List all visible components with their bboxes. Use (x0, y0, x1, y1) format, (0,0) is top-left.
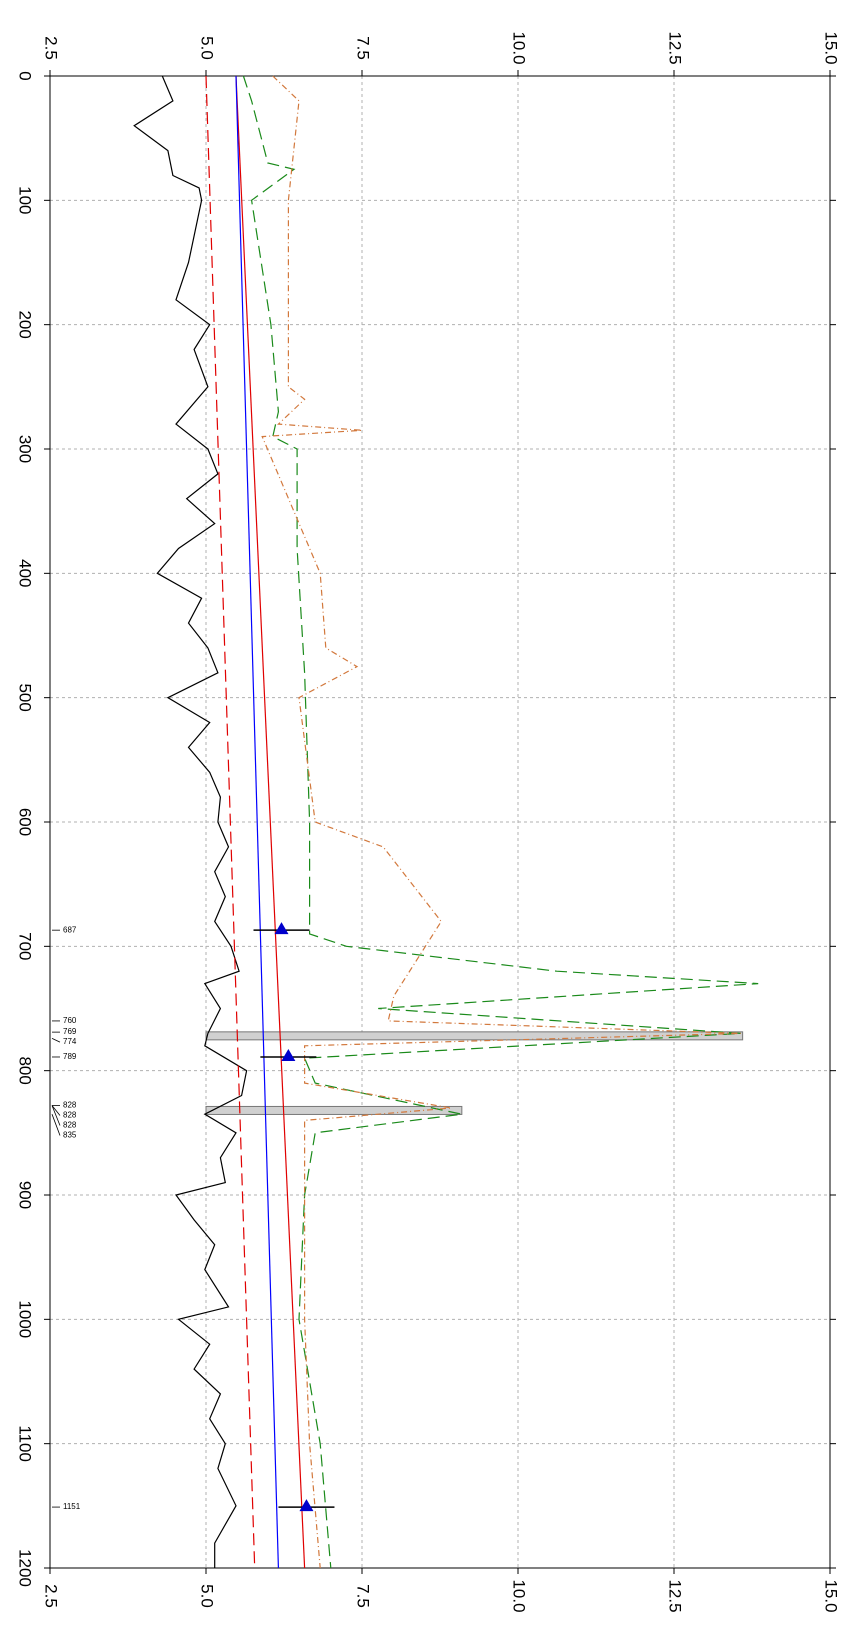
depth-tick-label: 900 (16, 1181, 35, 1209)
series-line (261, 75, 741, 1569)
depth-tick-label: 400 (16, 559, 35, 587)
depth-tick-label: 1000 (16, 1300, 35, 1338)
series-line (205, 75, 256, 1569)
series-line (242, 75, 759, 1569)
depth-tick-label: 800 (16, 1056, 35, 1084)
event-label: 760 (63, 1016, 77, 1025)
plot-frame (49, 75, 831, 1569)
event-label: 1151 (63, 1502, 81, 1511)
value-tick-label: 5.0 (198, 36, 217, 60)
depth-tick-label: 600 (16, 808, 35, 836)
value-tick-label: 2.5 (42, 36, 61, 60)
event-leader (51, 1105, 61, 1116)
event-leader (51, 1037, 61, 1043)
event-label: 789 (63, 1052, 77, 1061)
event-leader (51, 1114, 61, 1136)
event-label: 769 (63, 1027, 77, 1036)
series-line (133, 75, 248, 1568)
value-tick-label: 7.5 (354, 1584, 373, 1608)
depth-tick-label: 1100 (16, 1425, 35, 1462)
value-tick-label: 5.0 (198, 1584, 217, 1608)
value-tick-label: 12.5 (666, 31, 685, 64)
depth-tick-label: 700 (16, 932, 35, 960)
depth-tick-label: 1200 (16, 1549, 35, 1587)
triangle-marker (299, 1499, 314, 1512)
event-leader (51, 1105, 61, 1126)
event-label: 687 (63, 925, 77, 934)
bar (205, 1105, 463, 1115)
value-tick-label: 15.0 (822, 1579, 841, 1612)
triangle-marker (281, 1048, 296, 1061)
event-label: 828 (63, 1111, 77, 1120)
bar (205, 1031, 744, 1041)
event-label: 828 (63, 1101, 77, 1110)
event-label: 828 (63, 1121, 77, 1130)
value-tick-label: 7.5 (354, 36, 373, 60)
series-line (235, 75, 306, 1569)
depth-tick-label: 200 (16, 310, 35, 338)
depth-tick-label: 0 (16, 71, 35, 80)
triangle-marker (274, 922, 289, 935)
depth-tick-label: 100 (16, 186, 35, 214)
depth-tick-label: 500 (16, 683, 35, 711)
value-tick-label: 12.5 (666, 1579, 685, 1612)
event-label: 835 (63, 1131, 77, 1140)
value-tick-label: 15.0 (822, 31, 841, 64)
depth-tick-label: 300 (16, 435, 35, 463)
value-tick-label: 10.0 (510, 1579, 529, 1612)
series-line (235, 75, 279, 1569)
value-tick-label: 2.5 (42, 1584, 61, 1608)
value-tick-label: 10.0 (510, 31, 529, 64)
event-label: 774 (63, 1037, 77, 1046)
